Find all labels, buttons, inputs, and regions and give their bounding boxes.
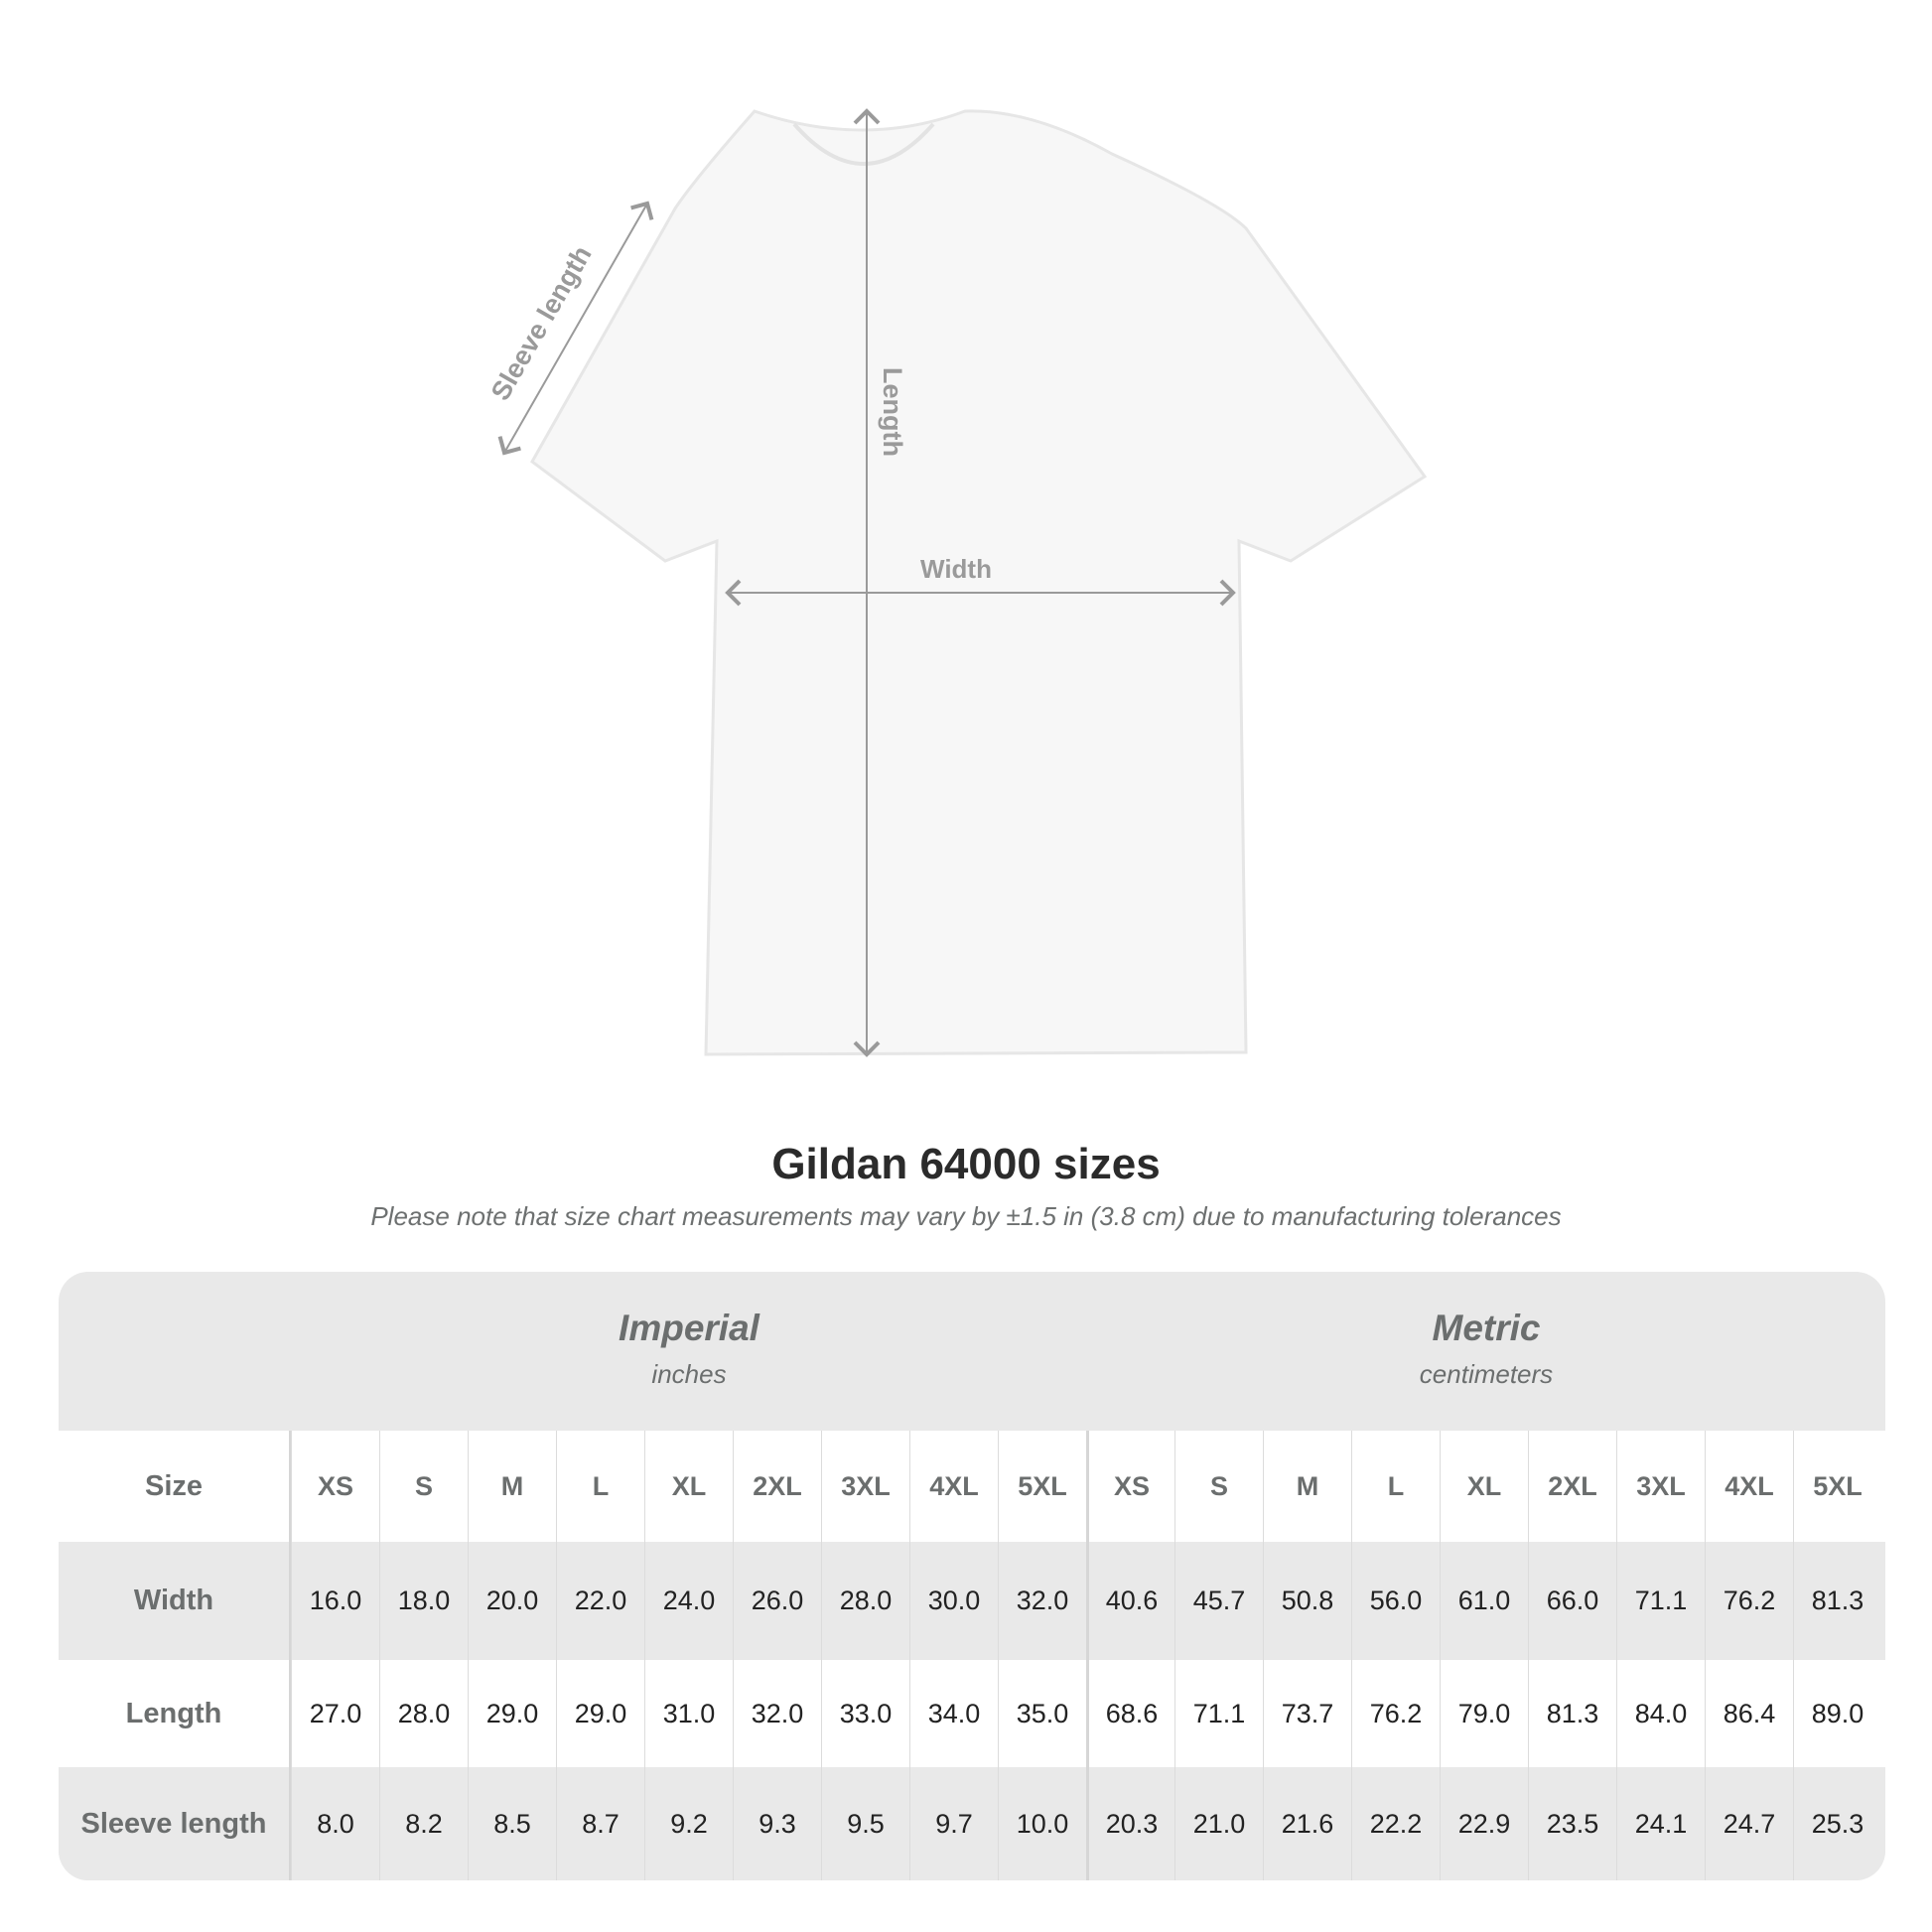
- size-header-imperial: 4XL: [909, 1431, 998, 1542]
- size-header-row: Size XS S M L XL 2XL 3XL 4XL 5XL XS S M L XL 2XL 3XL 4XL 5…: [59, 1431, 1885, 1542]
- size-header-metric: S: [1174, 1431, 1263, 1542]
- table-cell-metric: 20.3: [1086, 1767, 1174, 1880]
- row-label: Length: [59, 1660, 291, 1767]
- table-cell-imperial: 24.0: [644, 1542, 733, 1660]
- table-cell-imperial: 18.0: [379, 1542, 468, 1660]
- table-cell-imperial: 16.0: [291, 1542, 379, 1660]
- table-cell-metric: 66.0: [1528, 1542, 1616, 1660]
- width-label: Width: [920, 554, 992, 584]
- table-cell-imperial: 27.0: [291, 1660, 379, 1767]
- table-cell-imperial: 9.2: [644, 1767, 733, 1880]
- table-cell-imperial: 26.0: [733, 1542, 821, 1660]
- size-header-metric: XS: [1086, 1431, 1174, 1542]
- table-cell-metric: 76.2: [1351, 1660, 1440, 1767]
- size-header-metric: L: [1351, 1431, 1440, 1542]
- sleeve-arrow: [497, 201, 654, 456]
- table-cell-imperial: 9.5: [821, 1767, 909, 1880]
- size-table: Imperial inches Metric centimeters Size X…: [59, 1272, 1885, 1880]
- table-cell-imperial: 22.0: [556, 1542, 644, 1660]
- table-cell-metric: 71.1: [1616, 1542, 1705, 1660]
- table-cell-imperial: 28.0: [821, 1542, 909, 1660]
- table-cell-metric: 56.0: [1351, 1542, 1440, 1660]
- table-cell-metric: 22.9: [1440, 1767, 1528, 1880]
- table-cell-imperial: 8.2: [379, 1767, 468, 1880]
- size-header-imperial: L: [556, 1431, 644, 1542]
- table-cell-imperial: 9.3: [733, 1767, 821, 1880]
- table-cell-imperial: 32.0: [998, 1542, 1086, 1660]
- table-cell-metric: 22.2: [1351, 1767, 1440, 1880]
- table-cell-imperial: 30.0: [909, 1542, 998, 1660]
- size-header-metric: XL: [1440, 1431, 1528, 1542]
- size-header-imperial: XS: [291, 1431, 379, 1542]
- size-header-metric: 3XL: [1616, 1431, 1705, 1542]
- tshirt-measurement-diagram: Width Length Sleeve length: [485, 108, 1428, 1057]
- size-header-imperial: M: [468, 1431, 556, 1542]
- table-cell-metric: 45.7: [1174, 1542, 1263, 1660]
- table-cell-imperial: 28.0: [379, 1660, 468, 1767]
- metric-unit: centimeters: [1419, 1359, 1554, 1389]
- tolerance-note: Please note that size chart measurements…: [370, 1201, 1562, 1231]
- imperial-label: Imperial: [619, 1308, 759, 1348]
- table-cell-imperial: 33.0: [821, 1660, 909, 1767]
- table-cell-imperial: 34.0: [909, 1660, 998, 1767]
- table-cell-metric: 89.0: [1793, 1660, 1881, 1767]
- table-cell-imperial: 29.0: [468, 1660, 556, 1767]
- table-cell-metric: 24.1: [1616, 1767, 1705, 1880]
- metric-label: Metric: [1432, 1308, 1541, 1348]
- table-cell-imperial: 8.0: [291, 1767, 379, 1880]
- table-cell-metric: 76.2: [1705, 1542, 1793, 1660]
- table-cell-metric: 79.0: [1440, 1660, 1528, 1767]
- table-cell-imperial: 10.0: [998, 1767, 1086, 1880]
- row-label: Size: [59, 1431, 291, 1542]
- imperial-unit: inches: [651, 1359, 727, 1389]
- size-header-metric: 5XL: [1793, 1431, 1881, 1542]
- page-title: Gildan 64000 sizes: [771, 1140, 1161, 1188]
- table-cell-metric: 21.0: [1174, 1767, 1263, 1880]
- table-cell-metric: 86.4: [1705, 1660, 1793, 1767]
- imperial-header: Imperial inches: [291, 1272, 1087, 1431]
- size-header-metric: 2XL: [1528, 1431, 1616, 1542]
- size-header-metric: 4XL: [1705, 1431, 1793, 1542]
- metric-header: Metric centimeters: [1087, 1272, 1885, 1431]
- table-row: Sleeve length 8.0 8.2 8.5 8.7 9.2 9.3 9.5 9.7 10.…: [59, 1767, 1885, 1880]
- size-header-imperial: 5XL: [998, 1431, 1086, 1542]
- table-cell-metric: 61.0: [1440, 1542, 1528, 1660]
- row-label: Width: [59, 1542, 291, 1660]
- table-cell-metric: 25.3: [1793, 1767, 1881, 1880]
- table-cell-metric: 21.6: [1263, 1767, 1351, 1880]
- table-cell-imperial: 29.0: [556, 1660, 644, 1767]
- table-cell-metric: 73.7: [1263, 1660, 1351, 1767]
- size-header-imperial: 2XL: [733, 1431, 821, 1542]
- size-header-imperial: S: [379, 1431, 468, 1542]
- table-cell-metric: 81.3: [1793, 1542, 1881, 1660]
- size-header-imperial: 3XL: [821, 1431, 909, 1542]
- table-cell-metric: 81.3: [1528, 1660, 1616, 1767]
- table-cell-metric: 23.5: [1528, 1767, 1616, 1880]
- table-cell-metric: 68.6: [1086, 1660, 1174, 1767]
- table-cell-metric: 84.0: [1616, 1660, 1705, 1767]
- table-row: Length 27.0 28.0 29.0 29.0 31.0 32.0 33.0 34.0 35…: [59, 1660, 1885, 1767]
- table-cell-metric: 71.1: [1174, 1660, 1263, 1767]
- length-label: Length: [878, 367, 907, 457]
- row-label: Sleeve length: [59, 1767, 291, 1880]
- table-cell-imperial: 9.7: [909, 1767, 998, 1880]
- size-header-imperial: XL: [644, 1431, 733, 1542]
- table-row: Width 16.0 18.0 20.0 22.0 24.0 26.0 28.0 30.0 32.…: [59, 1542, 1885, 1660]
- table-cell-imperial: 8.5: [468, 1767, 556, 1880]
- table-cell-imperial: 8.7: [556, 1767, 644, 1880]
- table-cell-imperial: 31.0: [644, 1660, 733, 1767]
- table-cell-imperial: 32.0: [733, 1660, 821, 1767]
- table-cell-imperial: 35.0: [998, 1660, 1086, 1767]
- table-cell-metric: 50.8: [1263, 1542, 1351, 1660]
- table-cell-metric: 40.6: [1086, 1542, 1174, 1660]
- size-header-metric: M: [1263, 1431, 1351, 1542]
- table-cell-imperial: 20.0: [468, 1542, 556, 1660]
- table-cell-metric: 24.7: [1705, 1767, 1793, 1880]
